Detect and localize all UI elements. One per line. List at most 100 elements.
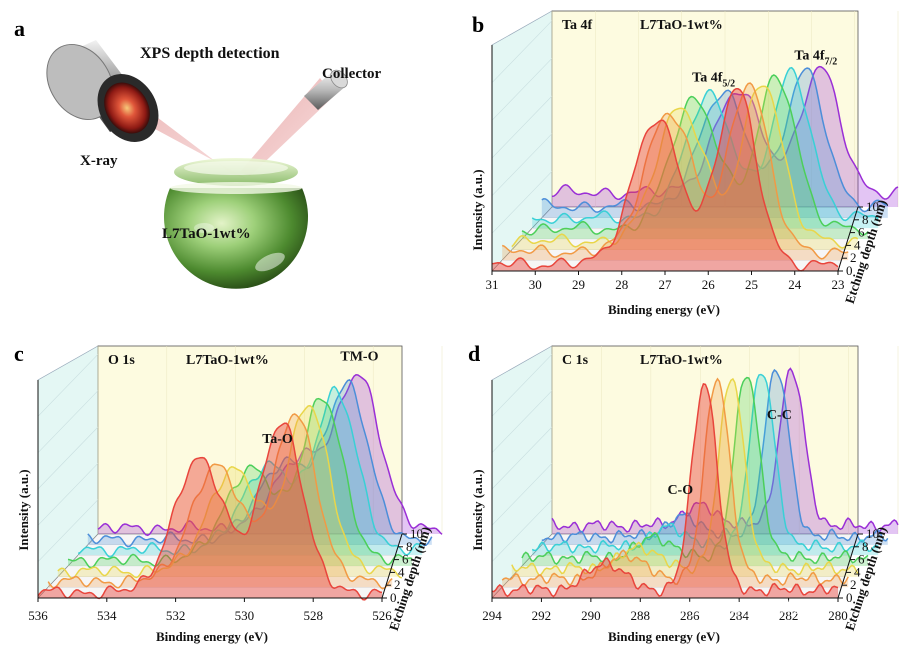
x-tick-label: 290 — [581, 608, 601, 623]
x-tick-label: 28 — [615, 277, 628, 292]
series-line-2 — [57, 404, 402, 579]
side-grid-line — [491, 171, 553, 234]
series-fill-6 — [552, 368, 898, 534]
x-tick-label: 31 — [486, 277, 499, 292]
series-fill-6 — [552, 66, 898, 207]
depth-tick-label: 4 — [398, 564, 405, 579]
depth-tick-label: 8 — [862, 212, 869, 227]
depth-axis-line — [837, 206, 859, 272]
element-label: Ta 4f — [562, 18, 593, 33]
sample-sphere — [164, 158, 309, 289]
depth-tick-label: 0 — [846, 590, 853, 605]
peak-label: C-O — [667, 483, 693, 498]
series-line-0 — [491, 383, 839, 598]
depth-tick-label: 8 — [406, 539, 413, 554]
back-wall — [551, 10, 859, 208]
x-axis-title: Binding energy (eV) — [608, 302, 720, 317]
series-fill-2 — [57, 405, 402, 579]
x-axis-title: Binding energy (eV) — [156, 629, 268, 644]
y-axis-title: Intensity (a.u.) — [470, 169, 485, 250]
panel-label-b: b — [472, 12, 484, 37]
x-tick-label: 536 — [28, 608, 48, 623]
side-grid-line — [491, 390, 553, 453]
series-line-3 — [521, 74, 869, 236]
series-line-1 — [47, 413, 393, 590]
peak-label: Ta 4f7/2 — [794, 48, 837, 67]
depth-tick-label: 4 — [854, 564, 861, 579]
depth-tick-label: 10 — [866, 526, 879, 541]
side-grid-line — [491, 95, 553, 159]
y-axis-title: Intensity (a.u.) — [16, 469, 31, 550]
x-tick-label: 30 — [529, 277, 542, 292]
series-fill-2 — [511, 86, 858, 250]
side-grid-line — [491, 354, 553, 417]
side-grid-line — [37, 463, 99, 526]
x-tick-label: 284 — [729, 608, 749, 623]
series-line-1 — [501, 82, 849, 260]
x-tick-label: 29 — [572, 277, 585, 292]
collector-label: Collector — [322, 66, 381, 82]
panel-label-d: d — [468, 341, 480, 366]
xps-title: XPS depth detection — [140, 45, 280, 62]
side-grid-line — [491, 426, 553, 490]
depth-tick-label: 6 — [402, 552, 409, 567]
sample-label: L7TaO-1wt% — [640, 353, 723, 368]
depth-tick-label: 6 — [858, 225, 865, 240]
panel-label-a: a — [14, 16, 25, 41]
x-tick-label: 532 — [166, 608, 186, 623]
depth-tick-label: 10 — [410, 526, 423, 541]
depth-tick-label: 0 — [846, 263, 853, 278]
side-grid-line — [491, 20, 553, 83]
side-grid-line — [491, 499, 553, 562]
x-tick-label: 526 — [372, 608, 392, 623]
side-grid-line — [491, 463, 553, 526]
series-line-4 — [531, 66, 879, 224]
series-line-2 — [511, 377, 859, 576]
depth-tick-label: 2 — [850, 250, 857, 265]
sample-label: L7TaO-1wt% — [162, 226, 251, 242]
depth-tick-label: 2 — [394, 577, 401, 592]
side-grid-line — [37, 426, 99, 490]
x-tick-label: 530 — [235, 608, 255, 623]
x-tick-label: 25 — [745, 277, 758, 292]
series-line-3 — [521, 376, 869, 565]
xray-tube-icon — [46, 40, 159, 142]
sample-label: L7TaO-1wt% — [640, 18, 723, 33]
depth-tick-label: 0 — [390, 590, 397, 605]
series-line-5 — [541, 67, 888, 213]
depth-tick-label: 8 — [862, 539, 869, 554]
depth-axis-line — [381, 533, 403, 599]
series-line-5 — [541, 368, 889, 544]
side-grid-line — [491, 58, 553, 121]
y-axis-title: Intensity (a.u.) — [470, 469, 485, 550]
collector-icon — [304, 69, 348, 110]
x-tick-label: 27 — [659, 277, 673, 292]
series-line-3 — [67, 397, 413, 569]
peak-label: Ta-O — [262, 432, 293, 447]
peak-label: C-C — [767, 408, 792, 423]
sample-label: L7TaO-1wt% — [186, 353, 269, 368]
series-fill-1 — [48, 414, 393, 589]
xray-label: X-ray — [80, 153, 118, 169]
side-grid-line — [37, 390, 99, 453]
x-tick-label: 286 — [680, 608, 700, 623]
series-line-5 — [87, 379, 433, 548]
series-line-1 — [501, 377, 849, 587]
x-tick-label: 282 — [779, 608, 799, 623]
depth-tick-label: 6 — [858, 552, 865, 567]
side-grid-line — [37, 499, 99, 562]
side-grid-line — [37, 354, 99, 417]
x-axis-title: Binding energy (eV) — [608, 629, 720, 644]
series-line-4 — [531, 373, 879, 554]
depth-tick-label: 10 — [866, 199, 879, 214]
side-grid-line — [491, 133, 553, 196]
x-tick-label: 24 — [788, 277, 802, 292]
panel-a-schematic: XPS depth detection Collector X-ray L7Ta… — [46, 40, 381, 289]
depth-tick-label: 4 — [854, 237, 861, 252]
x-tick-label: 26 — [702, 277, 716, 292]
series-line-4 — [77, 385, 423, 558]
series-fill-1 — [502, 83, 849, 261]
